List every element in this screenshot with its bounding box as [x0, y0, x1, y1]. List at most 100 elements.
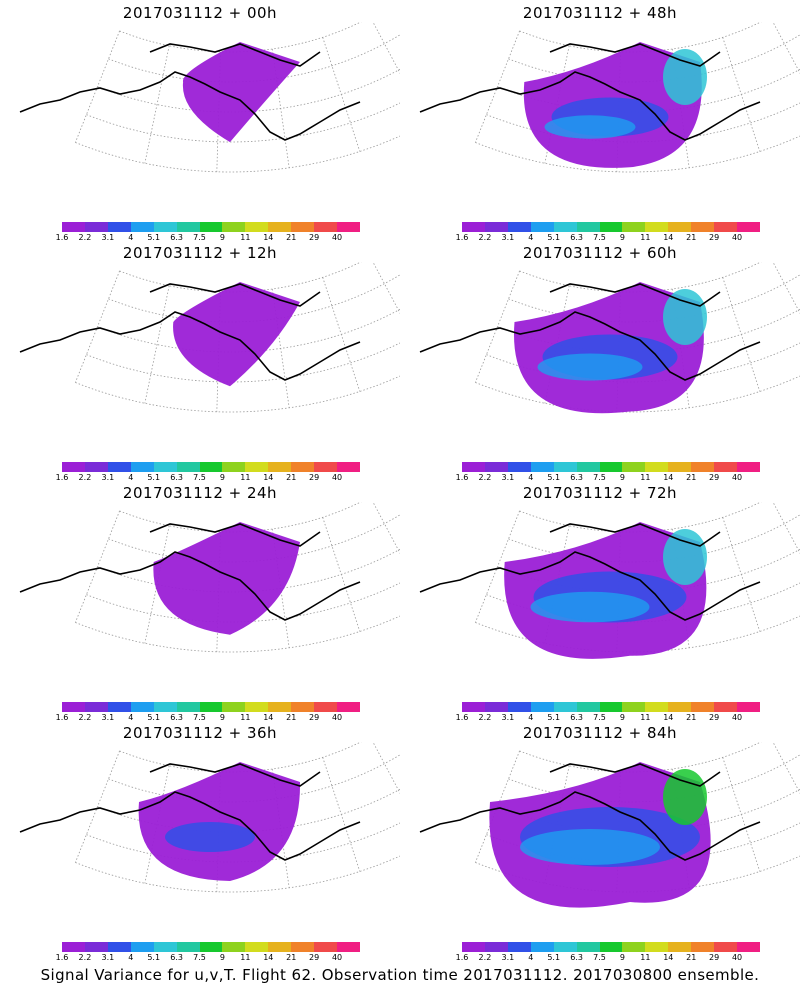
colorbar-swatch [62, 702, 85, 712]
colorbar-swatch [130, 222, 154, 232]
colorbar-label: 1.6 [455, 473, 469, 482]
colorbar-label: 1.6 [55, 953, 69, 962]
colorbar-label: 3.1 [101, 953, 115, 962]
colorbar-swatch [576, 462, 600, 472]
colorbar-label: 4 [128, 233, 134, 242]
colorbar-label: 9 [619, 233, 625, 242]
colorbar-label: 11 [240, 713, 251, 722]
colorbar: 1.6 2.2 3.1 4 5.1 6.3 7.5 9 11 14 21 29 40 [56, 702, 360, 724]
colorbar-label: 40 [331, 233, 343, 242]
colorbar-label: 29 [709, 473, 720, 482]
variance-map [19, 262, 400, 413]
colorbar-swatch [668, 942, 692, 952]
map-panel: 2017031112 + 84h 1.6 2.2 3.1 4 5.1 6.3 7.5 9 11 14… [400, 720, 800, 962]
colorbar-label: 4 [528, 233, 534, 242]
colorbar-label: 14 [663, 473, 674, 482]
colorbar-swatch [222, 702, 246, 712]
colorbar-label: 1.6 [55, 713, 69, 722]
colorbar-swatch [599, 702, 623, 712]
colorbar-swatch [530, 222, 554, 232]
colorbar-label: 14 [663, 713, 674, 722]
colorbar-label: 7.5 [193, 953, 206, 962]
colorbar-label: 2.2 [78, 713, 92, 722]
colorbar-label: 11 [640, 713, 651, 722]
colorbar-label: 11 [640, 473, 651, 482]
colorbar-swatch [484, 942, 508, 952]
colorbar-label: 6.3 [570, 233, 583, 242]
colorbar-swatch [291, 462, 315, 472]
map-panel: 2017031112 + 48h 1.6 2.2 3.1 4 5.1 6.3 7.5 9 11 14… [400, 0, 800, 242]
colorbar-label: 5.1 [147, 473, 161, 482]
colorbar: 1.6 2.2 3.1 4 5.1 6.3 7.5 9 11 14 21 29 40 [456, 222, 760, 244]
colorbar-label: 4 [128, 473, 134, 482]
colorbar: 1.6 2.2 3.1 4 5.1 6.3 7.5 9 11 14 21 29 40 [456, 942, 760, 964]
colorbar-swatch [245, 702, 269, 712]
colorbar-label: 9 [219, 473, 225, 482]
colorbar-label: 29 [309, 473, 320, 482]
variance-field [504, 522, 707, 659]
colorbar-swatch [553, 222, 577, 232]
colorbar-swatch [737, 942, 760, 952]
colorbar-label: 29 [709, 953, 720, 962]
colorbar: 1.6 2.2 3.1 4 5.1 6.3 7.5 9 11 14 21 29 40 [456, 462, 760, 484]
colorbar-swatch [576, 702, 600, 712]
colorbar-label: 21 [286, 953, 297, 962]
colorbar-label: 3.1 [501, 473, 515, 482]
colorbar-swatch [737, 462, 760, 472]
colorbar: 1.6 2.2 3.1 4 5.1 6.3 7.5 9 11 14 21 29 40 [56, 942, 360, 964]
colorbar-label: 40 [331, 953, 343, 962]
colorbar-label: 5.1 [547, 953, 561, 962]
colorbar-swatch [462, 462, 485, 472]
colorbar-swatch [222, 462, 246, 472]
colorbar-swatch [153, 942, 177, 952]
colorbar-swatch [199, 222, 223, 232]
colorbar-label: 6.3 [570, 473, 583, 482]
figure-caption: Signal Variance for u,v,T. Flight 62. Ob… [40, 966, 760, 984]
map-panel: 2017031112 + 60h 1.6 2.2 3.1 4 5.1 6.3 7.5 9 11 14… [400, 240, 800, 482]
colorbar-swatch [314, 222, 338, 232]
colorbar-swatch [737, 222, 760, 232]
colorbar-swatch [107, 702, 131, 712]
colorbar-label: 4 [528, 473, 534, 482]
variance-map [419, 502, 800, 659]
colorbar-label: 40 [331, 473, 343, 482]
colorbar-label: 40 [731, 713, 743, 722]
map-panel: 2017031112 + 12h 1.6 2.2 3.1 4 5.1 6.3 7.5 9 11 14… [0, 240, 400, 482]
variance-field [182, 42, 300, 143]
colorbar-swatch [291, 942, 315, 952]
colorbar-swatch [199, 702, 223, 712]
variance-field [489, 762, 711, 908]
colorbar-swatch [668, 702, 692, 712]
colorbar-swatch [245, 222, 269, 232]
colorbar-label: 2.2 [78, 233, 92, 242]
colorbar-label: 7.5 [593, 473, 606, 482]
colorbar-label: 7.5 [193, 713, 206, 722]
colorbar-swatch [107, 222, 131, 232]
colorbar-label: 29 [709, 713, 720, 722]
colorbar-label: 11 [240, 953, 251, 962]
colorbar-swatch [337, 702, 360, 712]
variance-map [19, 22, 400, 173]
panel-title: 2017031112 + 60h [522, 244, 678, 262]
colorbar-swatch [337, 462, 360, 472]
colorbar-label: 5.1 [147, 713, 161, 722]
colorbar-swatch [599, 222, 623, 232]
colorbar-label: 11 [640, 953, 651, 962]
panel-title: 2017031112 + 84h [522, 724, 678, 742]
colorbar-label: 11 [240, 233, 251, 242]
colorbar-swatch [268, 702, 292, 712]
colorbar-swatch [599, 462, 623, 472]
colorbar-label: 21 [686, 233, 697, 242]
variance-field [173, 282, 300, 387]
colorbar: 1.6 2.2 3.1 4 5.1 6.3 7.5 9 11 14 21 29 40 [456, 702, 760, 724]
colorbar-label: 7.5 [593, 233, 606, 242]
colorbar-label: 6.3 [170, 473, 183, 482]
colorbar-swatch [507, 702, 531, 712]
colorbar-swatch [691, 702, 715, 712]
colorbar-swatch [62, 462, 85, 472]
colorbar-label: 2.2 [478, 953, 492, 962]
colorbar-swatch [268, 462, 292, 472]
colorbar-label: 4 [528, 953, 534, 962]
colorbar-label: 5.1 [147, 233, 161, 242]
colorbar-label: 6.3 [170, 233, 183, 242]
